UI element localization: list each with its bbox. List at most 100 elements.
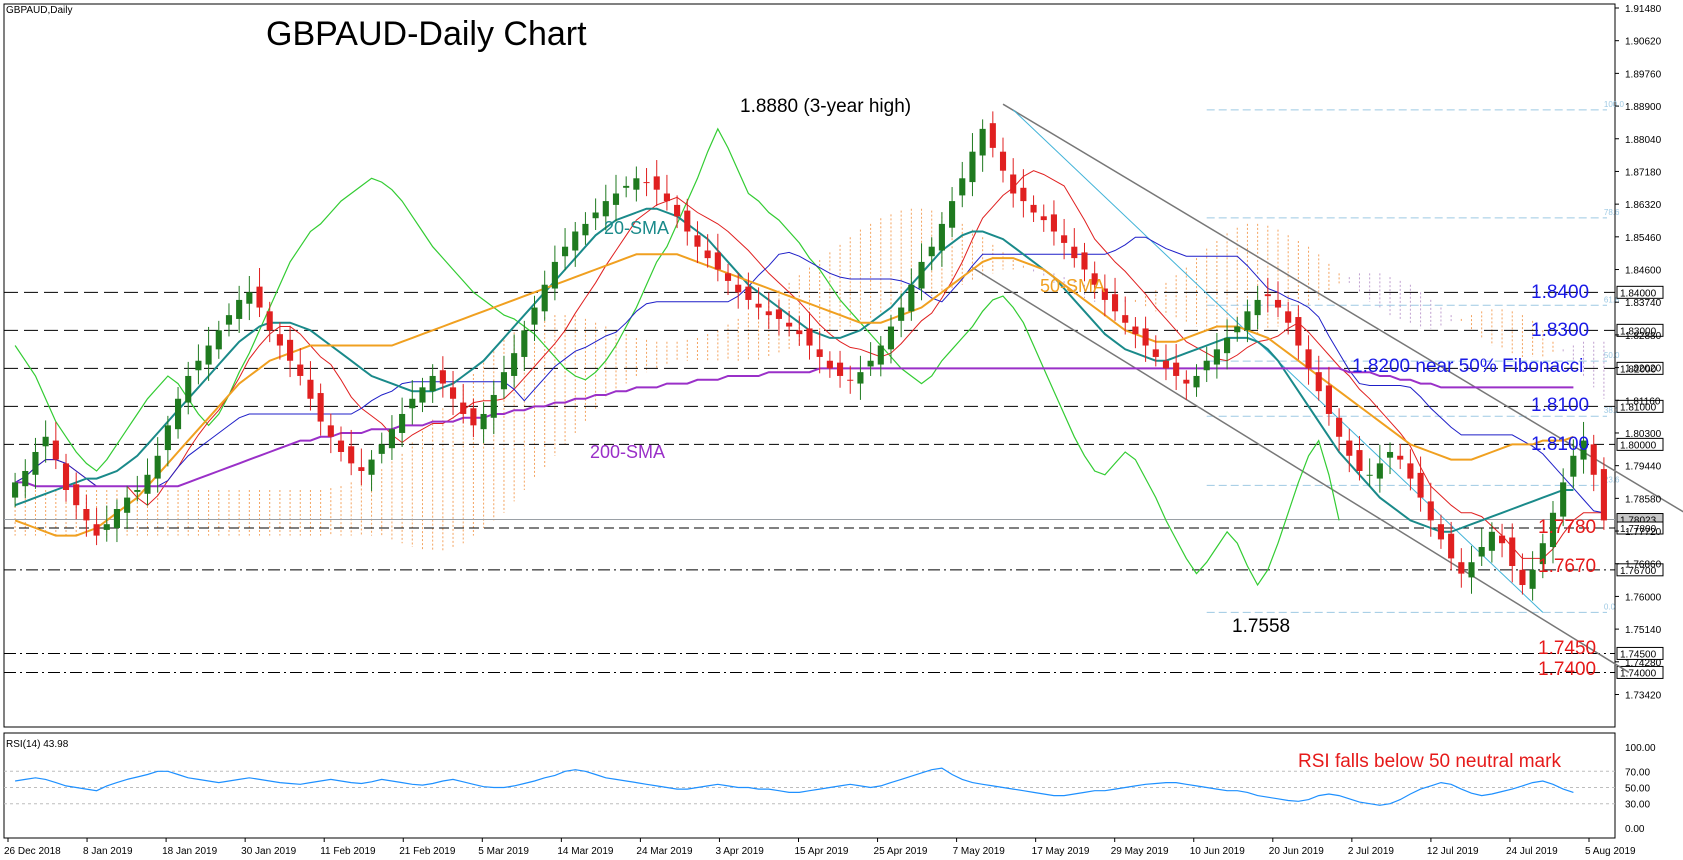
candle-body (989, 123, 996, 148)
candle-body (826, 360, 833, 369)
candle-body (103, 524, 110, 530)
price-tick-label: 1.74280 (1625, 658, 1662, 669)
candle-body (1162, 360, 1170, 369)
candle-body (999, 151, 1007, 171)
candle-body (674, 204, 681, 217)
level-label-1-7400: 1.7400 (1538, 659, 1596, 680)
date-tick-label: 29 May 2019 (1111, 846, 1169, 857)
level-label-1-7450: 1.7450 (1538, 638, 1596, 659)
candle-body (704, 250, 711, 259)
candle-body (154, 455, 161, 479)
candle-body (867, 360, 874, 367)
date-axis[interactable]: 26 Dec 2018 8 Jan 2019 18 Jan 2019 30 Jan 2… (4, 838, 1636, 857)
candle-body (429, 375, 436, 392)
candle-body (949, 201, 956, 228)
candle-body (490, 394, 497, 418)
price-axis[interactable]: 1.91480 1.90620 1.89760 1.88900 1.88040 1.871… (1615, 4, 1662, 701)
candle-body (399, 413, 406, 433)
level-value-box (1616, 285, 1664, 299)
candle-body (317, 393, 324, 422)
fib-level-label: 78.6 (1604, 208, 1620, 217)
candle-body (908, 284, 915, 312)
level-value-label: 1.84000 (1620, 288, 1657, 299)
date-tick-label: 20 Jun 2019 (1269, 846, 1324, 857)
date-tick-label: 5 Mar 2019 (478, 846, 529, 857)
candle-body (541, 284, 548, 312)
candle-body (73, 484, 80, 506)
candle-body (1346, 440, 1353, 456)
price-tick-label: 1.87180 (1625, 167, 1662, 178)
date-tick-label: 17 May 2019 (1032, 846, 1090, 857)
candle-body (775, 309, 783, 319)
candle-body (1152, 349, 1159, 357)
high-annotation: 1.8880 (3-year high) (740, 96, 911, 117)
fib-level-label: 50.0 (1604, 351, 1620, 360)
candle-body (307, 379, 314, 399)
candle-body (1081, 252, 1088, 270)
price-tick-label: 1.85460 (1625, 233, 1662, 244)
date-tick-label: 10 Jun 2019 (1190, 846, 1245, 857)
candle-body (1325, 385, 1332, 414)
candle-body (745, 286, 752, 300)
candle-body (633, 178, 640, 190)
candle-body (1244, 311, 1251, 331)
candle-body (1142, 328, 1149, 346)
candle-body (816, 349, 823, 357)
fib-level-label: 61.8 (1604, 295, 1620, 304)
date-tick-label: 7 May 2019 (953, 846, 1006, 857)
candle-body (663, 193, 670, 202)
candle-body (1224, 337, 1231, 354)
rsi-tick-label: 50.00 (1625, 784, 1650, 795)
candle-body (1376, 463, 1383, 479)
candle-body (653, 176, 660, 190)
candle-body (531, 307, 538, 325)
candle-body (348, 446, 355, 464)
candle-body (83, 508, 90, 521)
candle-body (612, 193, 620, 205)
price-tick-label: 1.77720 (1625, 527, 1662, 538)
candle-body (1071, 246, 1078, 259)
candle-body (327, 425, 334, 437)
candle-body (439, 370, 446, 384)
price-tick-label: 1.90620 (1625, 37, 1662, 48)
candle-body (714, 252, 721, 270)
candle-body (877, 345, 884, 365)
candle-body (470, 408, 477, 426)
level-value-label: 1.81000 (1620, 402, 1657, 413)
candle-body (1437, 524, 1445, 540)
candle-body (796, 330, 803, 335)
channel-upper-line (1002, 103, 1683, 513)
candle-body (368, 459, 375, 475)
level-value-label: 1.74500 (1620, 649, 1657, 660)
rsi-tick-label: 30.00 (1625, 800, 1650, 811)
candle-body (1254, 299, 1261, 316)
price-tick-label: 1.80300 (1625, 429, 1662, 440)
candle-body (1101, 288, 1108, 300)
candle-body (449, 387, 457, 399)
rsi-tick-label: 70.00 (1625, 767, 1650, 778)
fibonacci-retracement: 100.0 78.6 61.8 50.0 38.2 23.6 0.0 (1206, 100, 1625, 613)
candle-body (1478, 547, 1485, 557)
price-tick-label: 1.79440 (1625, 462, 1662, 473)
date-tick-label: 11 Feb 2019 (320, 846, 376, 857)
candle-body (1213, 349, 1220, 365)
level-value-label: 1.78023 (1620, 516, 1657, 527)
fib-level-label: 100.0 (1604, 100, 1625, 109)
price-tick-label: 1.76000 (1625, 592, 1662, 603)
candle-body (500, 372, 508, 390)
candle-body (836, 362, 844, 376)
candle-body (1407, 463, 1414, 479)
date-tick-label: 30 Jan 2019 (241, 846, 296, 857)
level-label-1-8200: 1.8200 near 50% Fibonacci (1352, 356, 1583, 377)
level-label-1-8100: 1.8100 (1531, 395, 1589, 416)
candle-body (582, 223, 589, 236)
candle-body (256, 286, 263, 308)
date-tick-label: 18 Jan 2019 (162, 846, 217, 857)
price-tick-label: 1.89760 (1625, 69, 1662, 80)
candle-body (215, 330, 222, 350)
indicator-lines (14, 127, 1604, 587)
candle-body (1539, 543, 1546, 565)
price-tick-label: 1.83740 (1625, 298, 1662, 309)
candle-body (623, 185, 630, 188)
